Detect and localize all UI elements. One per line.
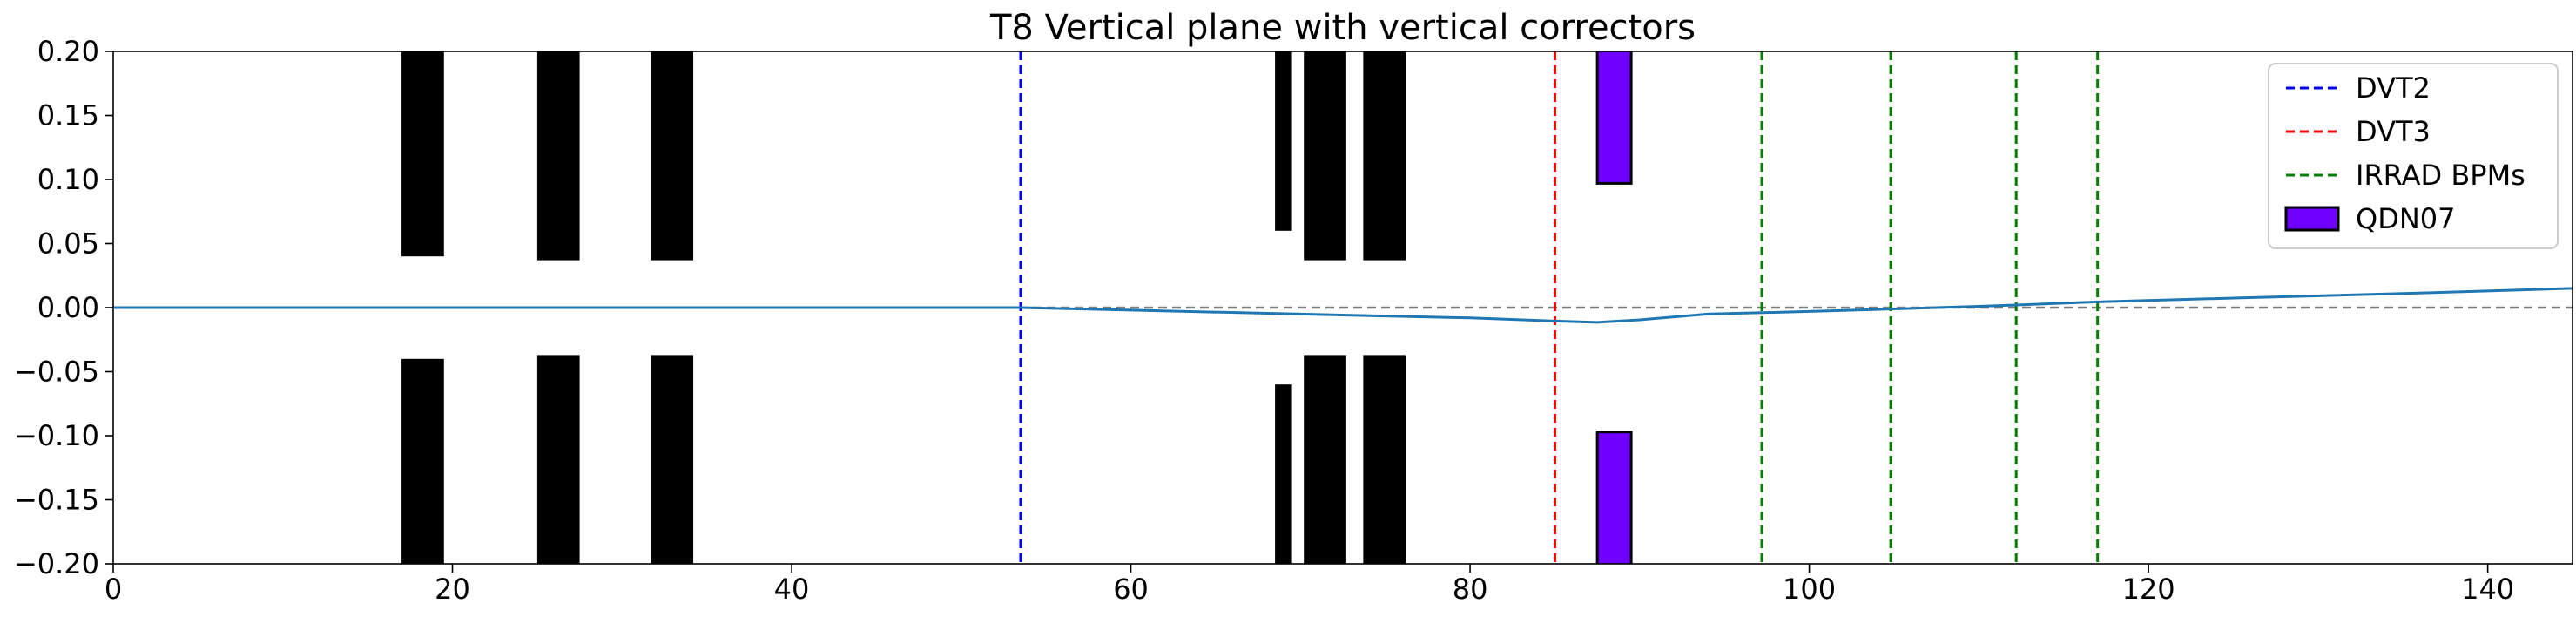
trajectory-line — [113, 287, 2573, 324]
aperture-top-5 — [1363, 51, 1406, 261]
aperture-top-3 — [1275, 51, 1292, 231]
aperture-bottom-2 — [651, 355, 694, 564]
aperture-top-1 — [536, 51, 580, 261]
axes: 0 20 40 60 80 100 120 140 −0.20 −0.15 −0.10 −0.05 0.… — [14, 35, 2573, 606]
x-tick-label: 0 — [105, 573, 122, 606]
legend-label-1: DVT3 — [2356, 115, 2431, 148]
x-tick-label: 20 — [435, 573, 470, 606]
aperture-top-0 — [401, 51, 444, 257]
legend-label-2: IRRAD BPMs — [2356, 159, 2525, 192]
x-tick-label: 60 — [1113, 573, 1149, 606]
qdn07-top — [1595, 51, 1633, 185]
plot-area — [113, 51, 2573, 564]
chart-title: T8 Vertical plane with vertical correcto… — [989, 8, 1696, 48]
x-tick-label: 140 — [2461, 573, 2514, 606]
legend-swatch-3 — [2284, 206, 2340, 232]
y-tick-label: 0.05 — [37, 227, 99, 261]
legend-label-3: QDN07 — [2356, 202, 2455, 235]
aperture-bottom-4 — [1304, 355, 1346, 564]
x-tick-label: 120 — [2122, 573, 2175, 606]
aperture-bottom-5 — [1363, 355, 1406, 564]
x-tick-label: 80 — [1453, 573, 1488, 606]
y-tick-label: −0.20 — [14, 547, 99, 580]
legend-label-0: DVT2 — [2356, 71, 2431, 105]
legend: DVT2 DVT3 IRRAD BPMs QDN07 — [2268, 63, 2559, 249]
x-tick-label: 100 — [1783, 573, 1836, 606]
legend-box — [2268, 63, 2559, 249]
y-tick-label: −0.10 — [14, 419, 99, 452]
aperture-bottom-3 — [1275, 384, 1292, 564]
y-tick-label: 0.10 — [37, 163, 99, 196]
aperture-bottom-1 — [536, 355, 580, 564]
y-tick-label: −0.05 — [14, 356, 99, 389]
aperture-top-2 — [651, 51, 694, 261]
y-tick-label: −0.15 — [14, 484, 99, 517]
qdn07-bottom — [1595, 431, 1633, 564]
x-tick-label: 40 — [774, 573, 810, 606]
aperture-top-4 — [1304, 51, 1346, 261]
y-tick-label: 0.15 — [37, 99, 99, 132]
y-tick-label: 0.00 — [37, 291, 99, 324]
aperture-bottom-0 — [401, 358, 444, 564]
y-tick-label: 0.20 — [37, 35, 99, 68]
